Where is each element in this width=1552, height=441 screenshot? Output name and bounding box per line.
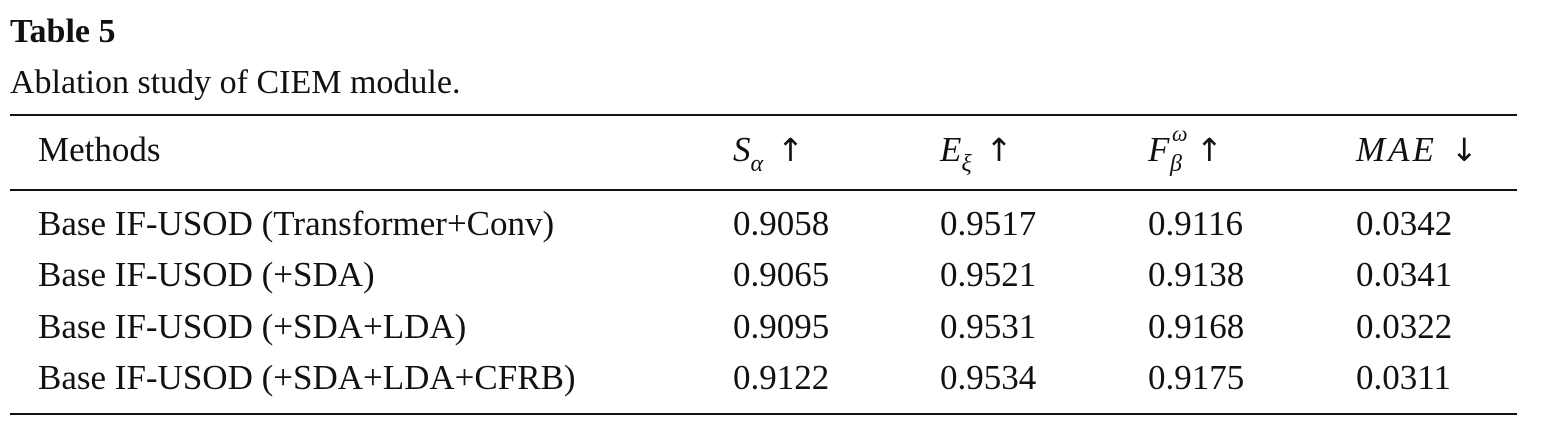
- cell-f-beta-omega: 0.9168: [1148, 307, 1245, 346]
- cell-f-beta-omega: 0.9175: [1148, 358, 1245, 397]
- cell-e-xi: 0.9531: [940, 307, 1037, 346]
- cell-e-xi: 0.9521: [940, 255, 1037, 294]
- cell-method: Base IF-USOD (+SDA+LDA): [38, 307, 467, 346]
- cell-mae: 0.0342: [1356, 204, 1453, 243]
- header-s-alpha-arrow: ↑: [777, 131, 804, 169]
- table-label: Table 5: [10, 13, 116, 50]
- header-mae-arrow: ↓: [1450, 131, 1478, 169]
- cell-f-beta-omega: 0.9116: [1148, 204, 1243, 243]
- cell-mae: 0.0341: [1356, 255, 1453, 294]
- cell-method: Base IF-USOD (Transformer+Conv): [38, 204, 555, 243]
- header-s-alpha-main: S: [733, 130, 751, 169]
- cell-mae: 0.0311: [1356, 358, 1451, 397]
- table-bottom-rule: [10, 413, 1517, 415]
- header-s-alpha-sub: α: [750, 151, 764, 177]
- header-f-sub: β: [1170, 151, 1182, 177]
- header-e-xi: Eξ ↑: [940, 130, 1013, 177]
- header-methods: Methods: [38, 130, 161, 169]
- cell-s-alpha: 0.9095: [733, 307, 830, 346]
- cell-mae: 0.0322: [1356, 307, 1453, 346]
- cell-s-alpha: 0.9058: [733, 204, 830, 243]
- table-top-rule: [10, 114, 1517, 116]
- cell-e-xi: 0.9534: [940, 358, 1037, 397]
- header-e-xi-main: E: [940, 130, 962, 169]
- header-s-alpha: Sα ↑: [733, 130, 804, 177]
- cell-s-alpha: 0.9065: [733, 255, 830, 294]
- cell-f-beta-omega: 0.9138: [1148, 255, 1245, 294]
- cell-s-alpha: 0.9122: [733, 358, 830, 397]
- table-caption: Ablation study of CIEM module.: [10, 64, 461, 101]
- header-f-main: F: [1148, 130, 1170, 169]
- header-f-beta-omega-symbol: F ω β: [1148, 122, 1188, 178]
- table-header-rule: [10, 189, 1517, 191]
- header-mae-main: MAE: [1356, 130, 1437, 169]
- header-e-xi-arrow: ↑: [985, 131, 1013, 169]
- header-f-arrow: ↑: [1196, 131, 1223, 169]
- header-e-xi-sub: ξ: [961, 151, 972, 177]
- header-mae: MAE ↓: [1356, 130, 1478, 170]
- header-f-sup: ω: [1172, 121, 1188, 146]
- cell-e-xi: 0.9517: [940, 204, 1037, 243]
- header-f-beta-omega: F ω β ↑: [1148, 122, 1223, 178]
- cell-method: Base IF-USOD (+SDA): [38, 255, 375, 294]
- cell-method: Base IF-USOD (+SDA+LDA+CFRB): [38, 358, 576, 397]
